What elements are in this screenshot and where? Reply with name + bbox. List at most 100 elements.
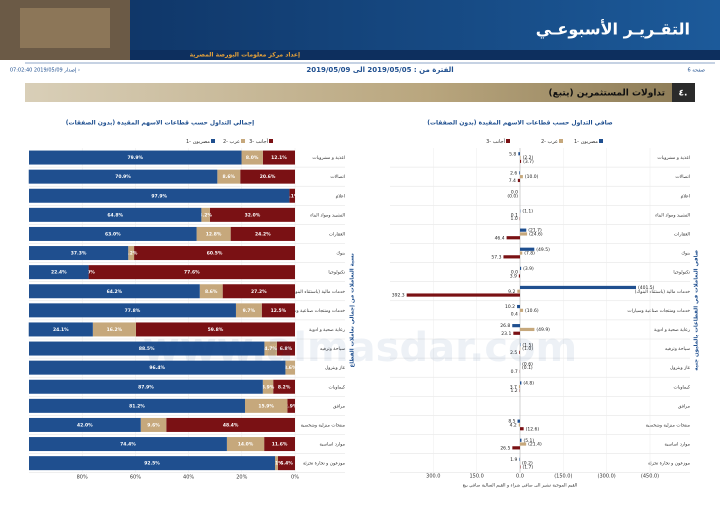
bar-segment — [29, 379, 263, 394]
value-label: 77.6% — [184, 270, 200, 276]
bar-segment — [135, 322, 295, 337]
value-label: 27.2% — [251, 289, 267, 295]
value-label: 9.2 — [508, 289, 515, 295]
category-label: منتجات منزلية وشخصية — [646, 423, 691, 428]
bar — [520, 247, 535, 251]
category-label: خدمات ومنتجات صناعية وسيارات — [282, 309, 345, 314]
bar-segment — [262, 379, 274, 394]
bar-segment — [28, 169, 218, 184]
x-tick-label: 80% — [77, 475, 88, 481]
bar-segment — [276, 341, 295, 356]
value-label: 12.1% — [271, 155, 287, 161]
legend-swatch — [506, 139, 510, 143]
category-label: اغذية و مشروبات — [312, 156, 345, 161]
value-label: (3.9) — [523, 266, 534, 272]
legend-swatch — [559, 139, 563, 143]
value-label: 0.7 — [511, 369, 518, 375]
bar — [520, 327, 535, 332]
value-label: 12.5% — [271, 308, 287, 314]
category-label: اعلام — [336, 194, 345, 199]
value-label: 3.6% — [284, 365, 297, 371]
bar — [520, 381, 522, 385]
bar-segment — [199, 284, 223, 299]
bar-segment — [226, 437, 265, 452]
category-label: رعاية صحية و ادوية — [654, 328, 690, 333]
bar — [520, 308, 524, 312]
y-axis-label: نسبة التعاملات من إجمالي تعاملات القطاع — [350, 253, 356, 367]
bar — [517, 289, 520, 293]
value-label: (401.5) — [638, 285, 655, 291]
category-label: رعاية صحية و ادوية — [309, 328, 345, 333]
x-tick-label: 300.0 — [426, 474, 440, 480]
category-label: خدمات مالية (باستثناء البنوك) — [290, 289, 345, 295]
legend-label: عرب -2 — [541, 139, 558, 145]
bar — [520, 427, 524, 431]
legend-swatch — [599, 139, 603, 143]
value-label: 8.6% — [223, 174, 236, 180]
bar-segment — [29, 456, 276, 471]
value-label: (0.2) — [522, 461, 533, 467]
bar-segment — [29, 207, 202, 222]
bar — [520, 159, 522, 163]
legend-label: عرب -2 — [223, 139, 240, 145]
chart-title: صافي التداول حسب قطاعات الاسهم المقيدة (… — [427, 120, 613, 127]
bar-segment — [29, 417, 141, 432]
value-label: (21.4) — [528, 442, 542, 448]
category-label: اتصالات — [330, 175, 345, 180]
value-label: 1.2 — [510, 388, 517, 394]
bar-segment — [230, 226, 295, 241]
bar — [520, 266, 522, 270]
value-label: 60.5% — [207, 251, 223, 257]
value-label: 8.5 — [508, 419, 515, 425]
value-label: 46.4 — [495, 235, 505, 241]
bar — [520, 155, 521, 160]
value-label: (12.6) — [526, 426, 540, 432]
value-label: 64.8% — [107, 212, 123, 218]
value-label: 3.9 — [510, 273, 517, 279]
category-label: موارد اساسية — [664, 443, 690, 448]
value-label: 2.9% — [285, 403, 298, 409]
value-label: 64.2% — [107, 289, 123, 295]
bar — [520, 251, 523, 255]
value-label: 8.2% — [278, 384, 291, 390]
watermark: www.almasdar.com — [143, 325, 577, 371]
bar — [519, 171, 520, 175]
value-label: 48.4% — [223, 422, 239, 428]
value-label: 8.0% — [246, 155, 259, 161]
value-label: 1.9 — [510, 457, 517, 463]
value-label: (0.1) — [522, 365, 533, 371]
category-label: العقارات — [329, 232, 345, 237]
period: الفترة من : 2019/05/05 الى 2019/05/09 — [306, 66, 453, 74]
bar-segment — [28, 322, 93, 337]
x-tick-label: (150.0) — [554, 474, 572, 480]
value-label: 97.9% — [151, 193, 167, 199]
category-label: كيماويات — [673, 384, 690, 390]
chart-title: إجمالي التداول حسب قطاعات الاسهم المقيدة… — [66, 120, 254, 127]
value-label: 42.0% — [77, 422, 93, 428]
x-tick-label: 20% — [236, 475, 247, 481]
bar — [518, 423, 520, 427]
category-label: اغذية و مشروبات — [657, 156, 690, 161]
value-label: 63.0% — [105, 231, 121, 237]
bar-segment — [128, 246, 135, 261]
report-subtitle: إعداد مركز معلومات البورصة المصرية — [190, 52, 300, 59]
category-label: سياحة وترفيه — [320, 347, 345, 352]
bar-segment — [29, 303, 236, 318]
category-label: اعلام — [681, 194, 690, 199]
value-label: (7.8) — [524, 251, 535, 257]
bar-segment — [29, 437, 227, 452]
value-label: 11.6% — [272, 442, 288, 448]
value-label: (1.0) — [522, 346, 533, 352]
bar-segment — [134, 246, 295, 261]
section-title: تداولات المستثمرين (يتبع) — [549, 89, 666, 99]
bar-segment — [241, 150, 263, 165]
bar-segment — [289, 188, 295, 203]
value-label: (0.6) — [522, 361, 533, 367]
legend-label: أجانب -3 — [249, 138, 268, 145]
value-label: (3.7) — [523, 159, 534, 165]
value-label: 9.6% — [147, 422, 160, 428]
value-label: (4.8) — [523, 380, 534, 386]
value-label: 392.3 — [392, 293, 405, 299]
bar-segment — [277, 456, 295, 471]
value-label: 8.6% — [205, 289, 218, 295]
